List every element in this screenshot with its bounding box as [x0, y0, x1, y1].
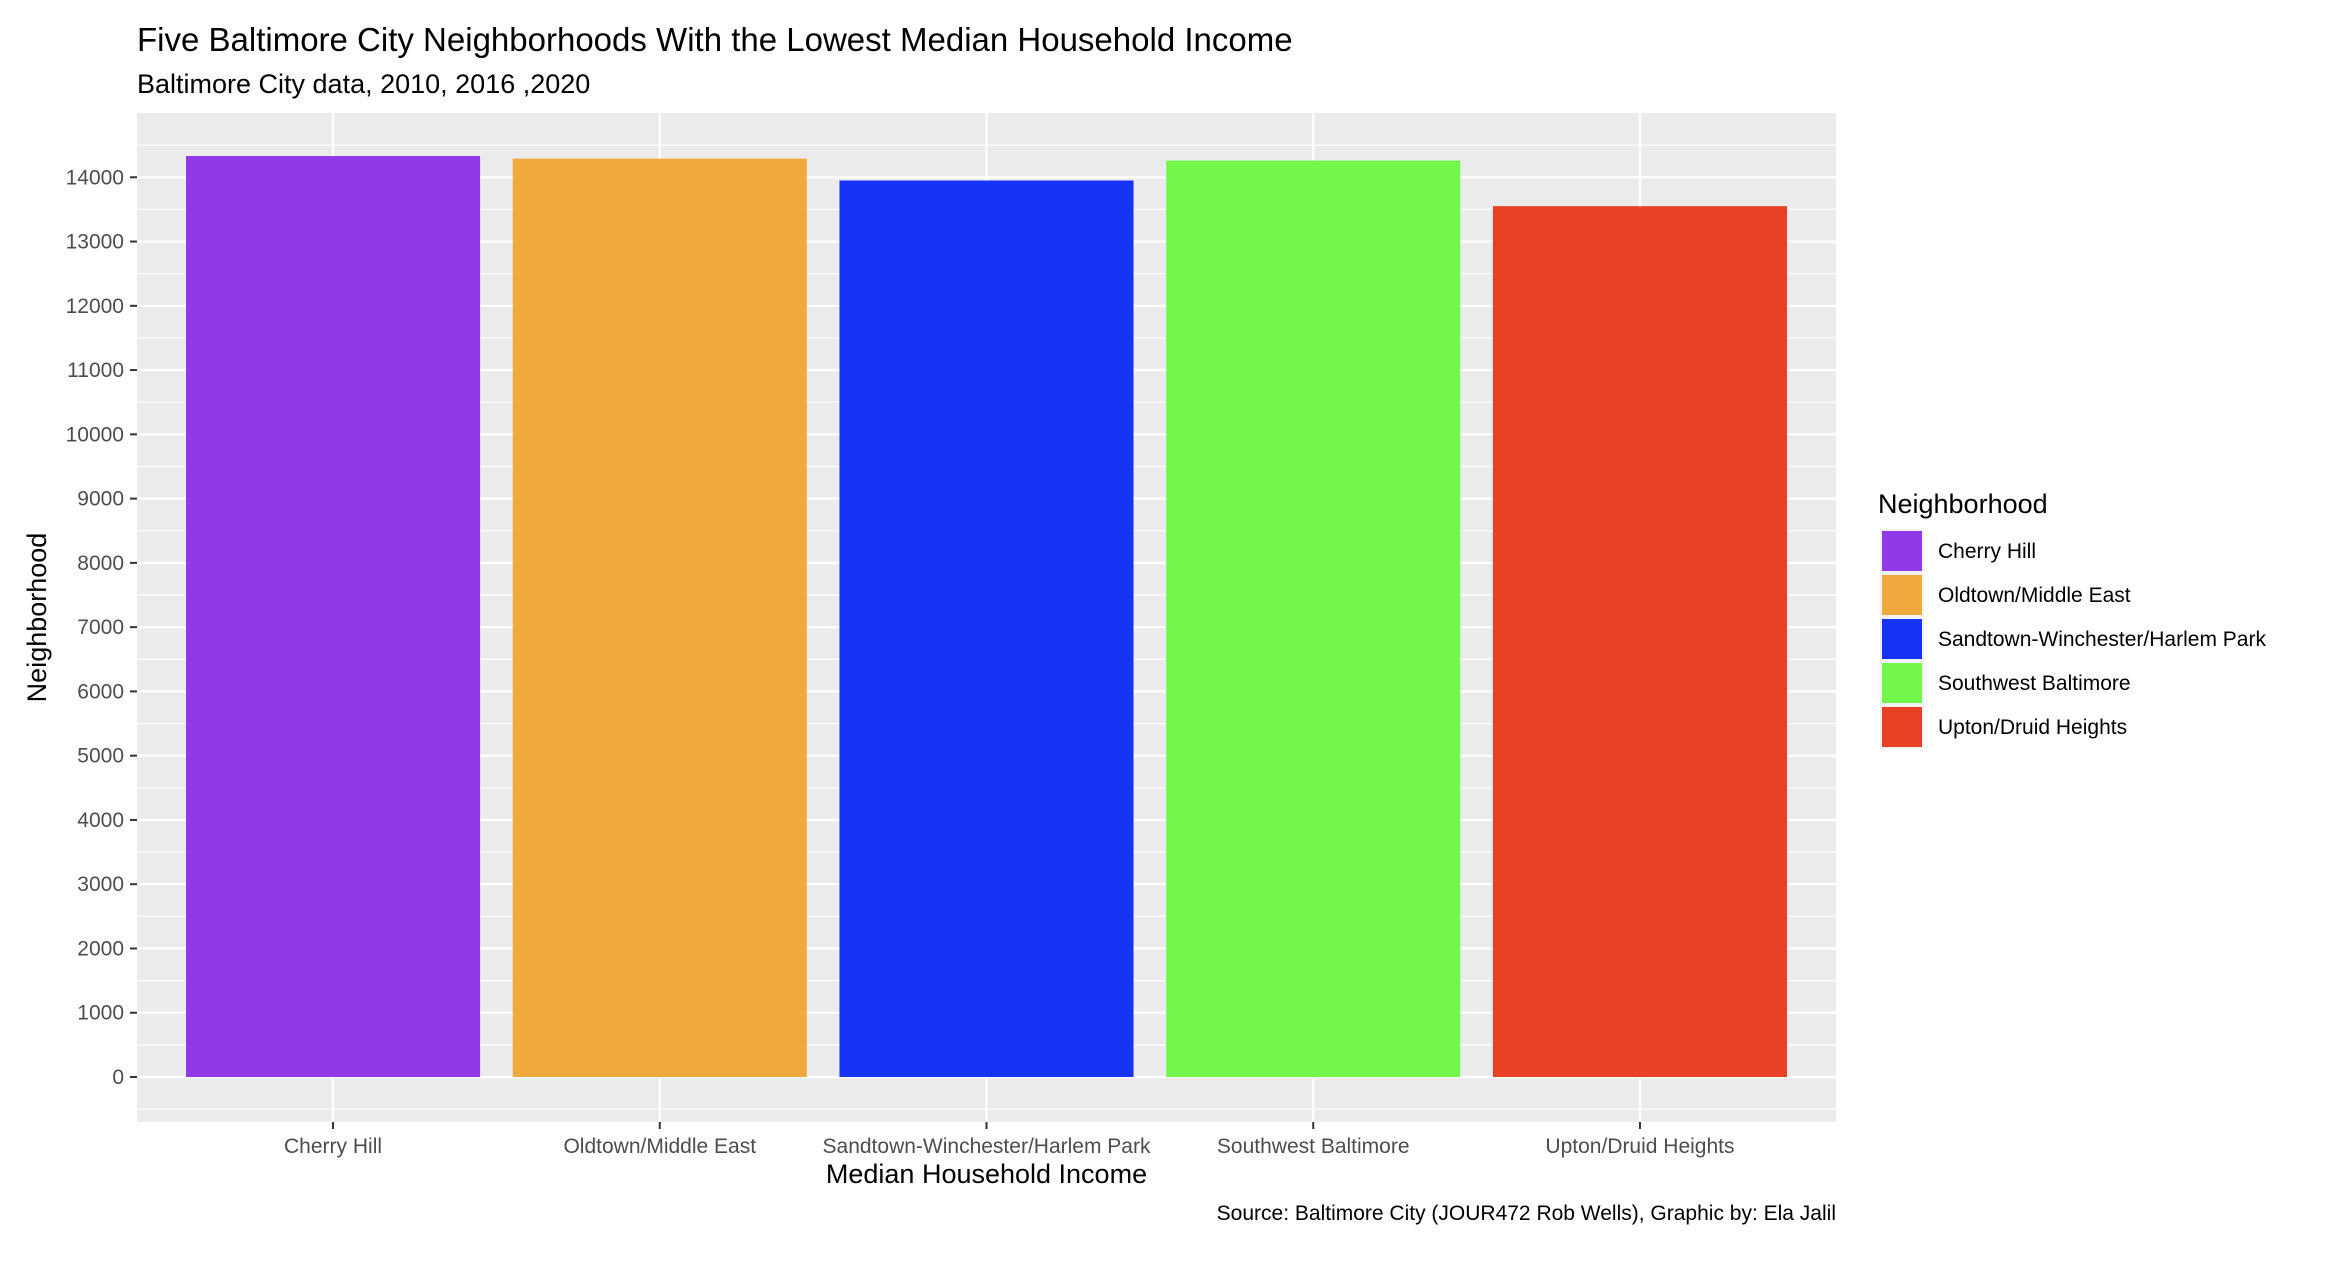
bars [186, 156, 1787, 1078]
legend-swatch [1882, 619, 1922, 659]
y-tick-label: 14000 [66, 166, 124, 189]
y-tick-label: 12000 [66, 295, 124, 318]
y-tick-label: 5000 [77, 745, 124, 768]
y-tick-label: 10000 [66, 423, 124, 446]
y-tick-label: 11000 [67, 359, 124, 382]
bar [1492, 206, 1787, 1078]
x-tick-label: Cherry Hill [284, 1135, 382, 1158]
x-tick-label: Oldtown/Middle East [563, 1135, 756, 1158]
y-tick-label: 1000 [77, 1002, 124, 1025]
y-tick-label: 3000 [77, 873, 124, 896]
y-tick-label: 8000 [77, 552, 124, 575]
y-tick-label: 9000 [77, 488, 124, 511]
bar [186, 156, 481, 1078]
legend-entries: Cherry Hill Oldtown/Middle East Sandtown-W… [1880, 529, 2266, 749]
y-tick-label: 4000 [77, 809, 124, 832]
chart-subtitle: Baltimore City data, 2010, 2016 ,2020 [137, 69, 590, 99]
y-axis-title: Neighborhood [22, 533, 52, 703]
x-tick-label: Southwest Baltimore [1217, 1135, 1410, 1158]
legend-label: Sandtown-Winchester/Harlem Park [1938, 628, 2266, 651]
x-axis-title: Median Household Income [826, 1159, 1147, 1189]
legend-swatch [1882, 531, 1922, 571]
y-tick-label: 7000 [77, 616, 124, 639]
y-tick-label: 13000 [66, 231, 124, 254]
legend-swatch [1882, 663, 1922, 703]
bar [839, 180, 1134, 1078]
legend-label: Cherry Hill [1938, 540, 2036, 563]
x-tick-label: Upton/Druid Heights [1545, 1135, 1734, 1158]
legend-label: Oldtown/Middle East [1938, 584, 2131, 607]
y-tick-label: 2000 [77, 937, 124, 960]
x-tick-label: Sandtown-Winchester/Harlem Park [823, 1135, 1151, 1158]
chart-caption: Source: Baltimore City (JOUR472 Rob Well… [1217, 1202, 1836, 1225]
legend-swatch [1882, 707, 1922, 747]
y-tick-label: 6000 [77, 680, 124, 703]
y-tick-label: 0 [112, 1066, 124, 1089]
legend-label: Upton/Druid Heights [1938, 716, 2127, 739]
legend-title: Neighborhood [1878, 489, 2048, 519]
y-axis: 0 1000 2000 3000 4000 5000 6000 7000 8000 9000 100… [66, 166, 137, 1089]
bar [512, 158, 807, 1078]
chart-title: Five Baltimore City Neighborhoods With t… [137, 21, 1293, 58]
legend-swatch [1882, 575, 1922, 615]
bar [1166, 160, 1461, 1078]
legend: Neighborhood Cherry Hill Oldtown/Middle E… [1878, 489, 2266, 749]
legend-label: Southwest Baltimore [1938, 672, 2131, 695]
x-axis: Cherry Hill Oldtown/Middle East Sandtown-W… [284, 1122, 1735, 1158]
